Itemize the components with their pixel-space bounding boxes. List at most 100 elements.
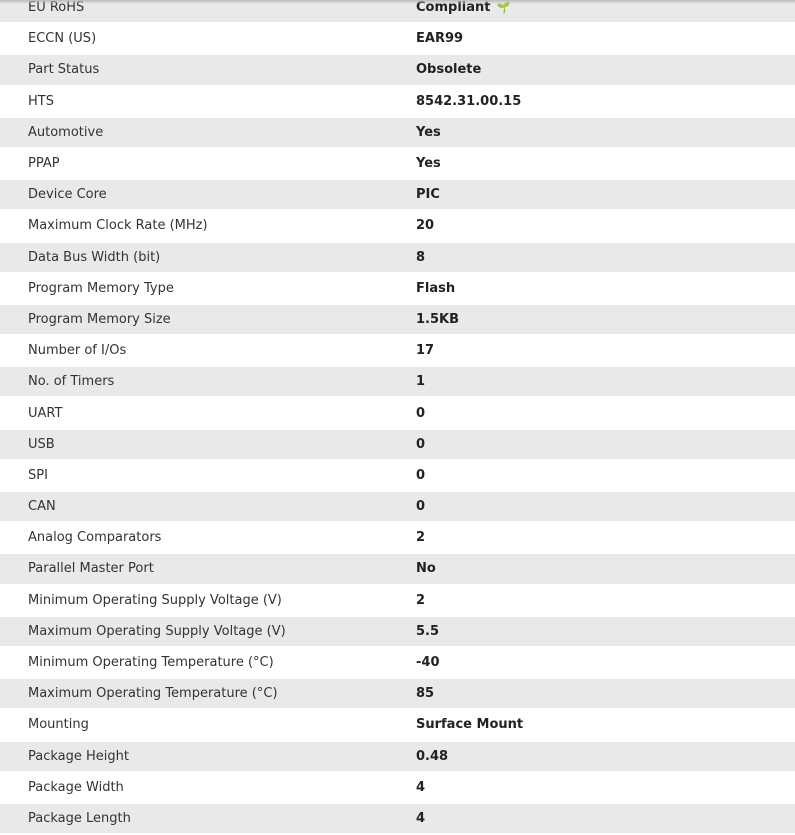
table-row: Program Memory Type Flash xyxy=(0,274,795,303)
spec-value: PIC xyxy=(416,187,440,202)
spec-label: Program Memory Size xyxy=(28,311,171,327)
spec-label: Program Memory Type xyxy=(28,280,174,296)
spec-label: PPAP xyxy=(28,156,60,172)
table-row: HTS 8542.31.00.15 xyxy=(0,87,795,116)
spec-value-text: 4 xyxy=(416,810,426,826)
spec-label: CAN xyxy=(28,499,56,515)
spec-value-text: Yes xyxy=(416,156,441,172)
spec-value-text: 0.48 xyxy=(416,748,449,764)
spec-label: Analog Comparators xyxy=(28,530,162,546)
spec-value: 0 xyxy=(416,499,425,514)
spec-value-text: EAR99 xyxy=(416,31,464,47)
table-row: Minimum Operating Temperature (°C) -40 xyxy=(0,648,795,677)
spec-label: No. of Timers xyxy=(28,374,115,390)
spec-value: EAR99 xyxy=(416,31,463,46)
spec-value-text: 8542.31.00.15 xyxy=(416,93,522,109)
table-row: SPI 0 xyxy=(0,461,795,490)
spec-label: Automotive xyxy=(28,124,104,140)
spec-label: HTS xyxy=(28,93,54,109)
spec-value: 4 xyxy=(416,811,425,826)
spec-value-text: 2 xyxy=(416,592,426,608)
spec-value: Yes xyxy=(416,156,441,171)
spec-value-text: No xyxy=(416,561,436,577)
spec-value-text: Surface Mount xyxy=(416,717,524,733)
spec-label: Number of I/Os xyxy=(28,343,127,359)
table-row: Program Memory Size 1.5KB xyxy=(0,304,795,335)
table-row: Package Length 4 xyxy=(0,803,795,834)
table-row: ECCN (US) EAR99 xyxy=(0,24,795,53)
spec-label: Maximum Operating Supply Voltage (V) xyxy=(28,623,286,639)
table-row: Analog Comparators 2 xyxy=(0,523,795,552)
leaf-icon: 🌱 xyxy=(496,1,511,15)
spec-value: 1.5KB xyxy=(416,312,459,327)
spec-label: Part Status xyxy=(28,62,100,78)
spec-value-text: 0 xyxy=(416,405,426,421)
spec-value-text: Obsolete xyxy=(416,62,482,78)
spec-value-text: 0 xyxy=(416,436,426,452)
spec-value-text: 5.5 xyxy=(416,623,440,639)
spec-value-text: 1.5KB xyxy=(416,311,460,327)
spec-value-text: 0 xyxy=(416,467,426,483)
spec-value: 0 xyxy=(416,406,425,421)
table-row: No. of Timers 1 xyxy=(0,367,795,397)
table-row: PPAP Yes xyxy=(0,149,795,178)
table-row: Parallel Master Port No xyxy=(0,554,795,584)
table-row: Number of I/Os 17 xyxy=(0,336,795,365)
spec-value-text: 17 xyxy=(416,343,435,359)
spec-label: Package Width xyxy=(28,779,124,795)
spec-label: Device Core xyxy=(28,187,107,203)
spec-value: 2 xyxy=(416,530,425,545)
spec-value-text: 4 xyxy=(416,779,426,795)
spec-value: Obsolete xyxy=(416,62,481,77)
spec-value-text: 2 xyxy=(416,530,426,546)
table-row: Device Core PIC xyxy=(0,180,795,210)
table-row: CAN 0 xyxy=(0,492,795,522)
spec-label: Minimum Operating Temperature (°C) xyxy=(28,655,274,671)
spec-value: 5.5 xyxy=(416,624,439,639)
spec-label: ECCN (US) xyxy=(28,31,97,47)
spec-label: Package Height xyxy=(28,748,129,764)
spec-value-text: Flash xyxy=(416,280,456,296)
spec-value: No xyxy=(416,561,436,576)
spec-label: Data Bus Width (bit) xyxy=(28,249,161,265)
spec-value: Flash xyxy=(416,281,455,296)
spec-value-text: Yes xyxy=(416,124,441,140)
spec-value-text: -40 xyxy=(416,655,440,671)
spec-value: 0 xyxy=(416,468,425,483)
spec-value-text: 85 xyxy=(416,686,435,702)
spec-value: -40 xyxy=(416,655,440,670)
table-row: USB 0 xyxy=(0,429,795,459)
table-row: Package Width 4 xyxy=(0,773,795,802)
spec-label: Package Length xyxy=(28,810,131,826)
spec-value: 4 xyxy=(416,780,425,795)
table-row: UART 0 xyxy=(0,398,795,427)
table-row: Mounting Surface Mount xyxy=(0,710,795,739)
table-row: Maximum Clock Rate (MHz) 20 xyxy=(0,211,795,240)
spec-label: Maximum Operating Temperature (°C) xyxy=(28,686,278,702)
spec-value: 8 xyxy=(416,250,425,265)
spec-label: Minimum Operating Supply Voltage (V) xyxy=(28,592,282,608)
spec-label: USB xyxy=(28,436,55,452)
spec-value: 0 xyxy=(416,437,425,452)
spec-label: Maximum Clock Rate (MHz) xyxy=(28,218,208,234)
spec-value: 0.48 xyxy=(416,749,448,764)
spec-label: SPI xyxy=(28,467,48,483)
spec-label: UART xyxy=(28,405,63,421)
spec-value-text: 8 xyxy=(416,249,426,265)
spec-value: Yes xyxy=(416,125,441,140)
spec-value: 20 xyxy=(416,218,434,233)
spec-value-text: 0 xyxy=(416,499,426,515)
header-shadow xyxy=(0,0,795,4)
spec-label: Parallel Master Port xyxy=(28,561,154,577)
table-row: Package Height 0.48 xyxy=(0,741,795,771)
spec-value: 85 xyxy=(416,686,434,701)
spec-value-text: 1 xyxy=(416,374,426,390)
spec-value-text: 20 xyxy=(416,218,435,234)
spec-value: 2 xyxy=(416,593,425,608)
table-row: Data Bus Width (bit) 8 xyxy=(0,242,795,272)
table-row: Automotive Yes xyxy=(0,117,795,147)
spec-value-text: PIC xyxy=(416,187,440,203)
spec-value: Surface Mount xyxy=(416,717,523,732)
table-row: Maximum Operating Supply Voltage (V) 5.5 xyxy=(0,616,795,646)
